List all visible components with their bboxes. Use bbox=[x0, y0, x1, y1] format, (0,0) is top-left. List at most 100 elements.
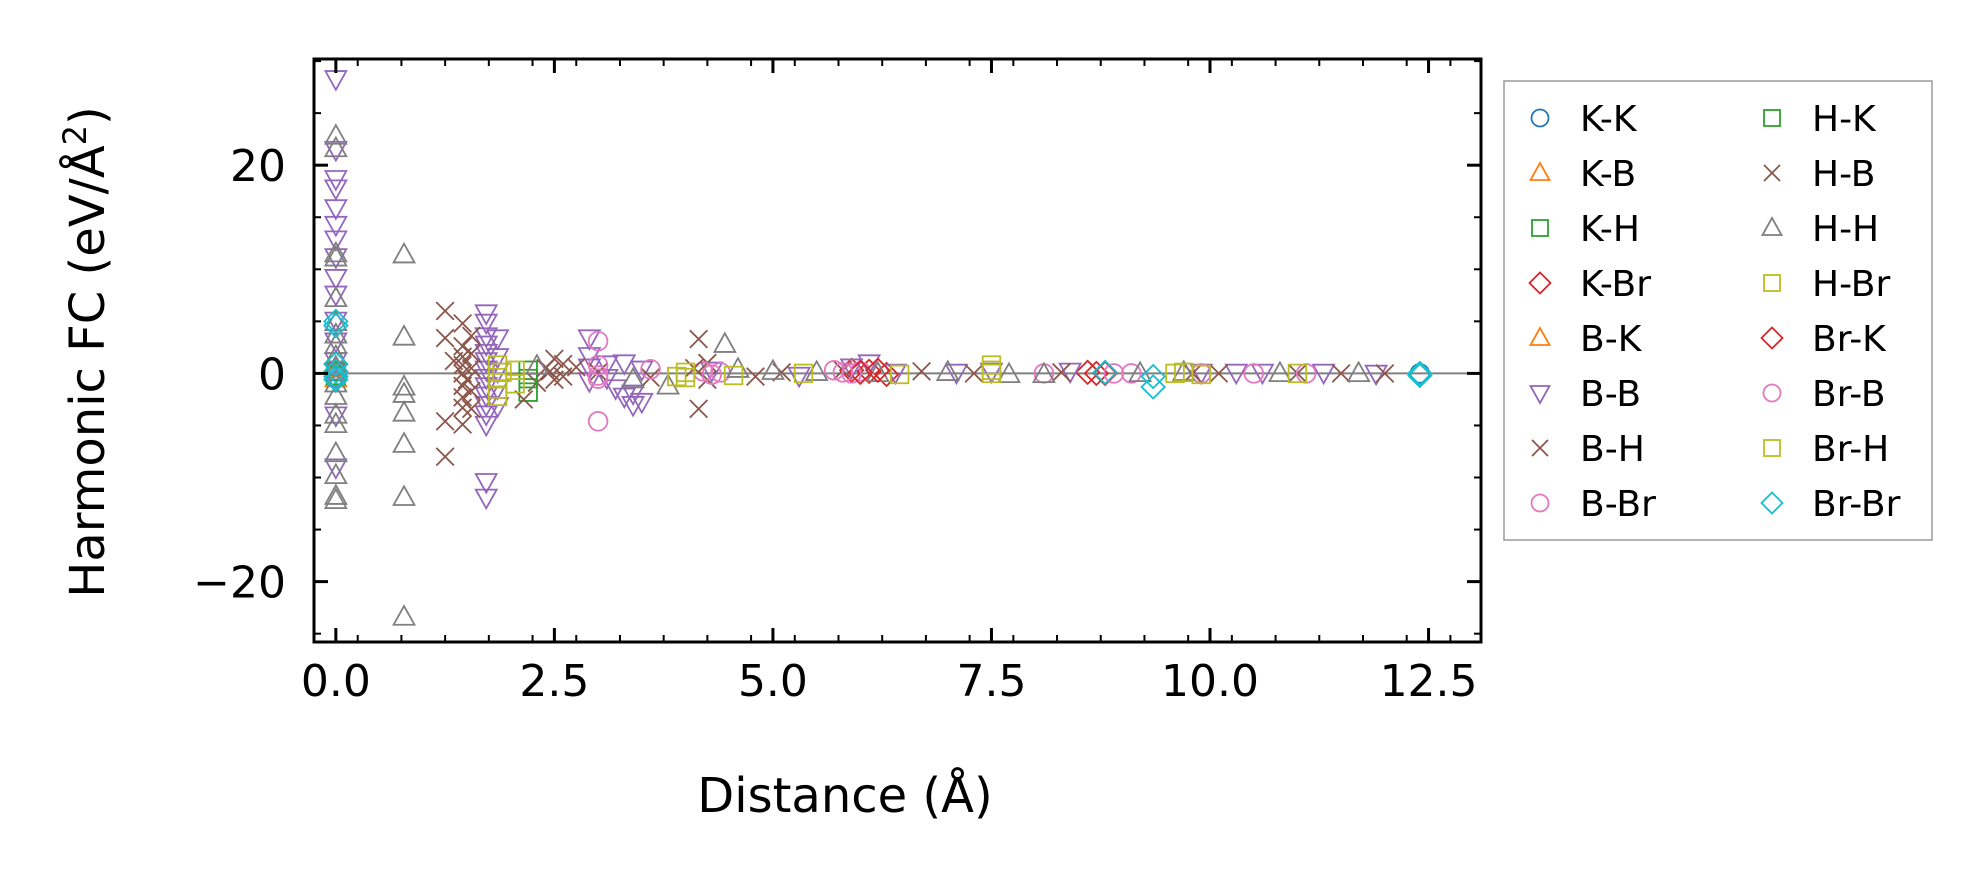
data-point bbox=[461, 381, 481, 401]
legend-item: B-Br bbox=[1530, 484, 1656, 525]
legend-item: B-H bbox=[1531, 429, 1645, 470]
data-point bbox=[435, 328, 455, 348]
legend-marker bbox=[1528, 326, 1552, 346]
data-point bbox=[323, 440, 348, 463]
x-tick-label: 12.5 bbox=[1380, 656, 1478, 707]
legend-item: H-Br bbox=[1763, 264, 1890, 305]
data-point bbox=[1267, 360, 1292, 383]
data-point bbox=[524, 353, 549, 375]
data-point bbox=[474, 368, 499, 391]
data-point bbox=[492, 362, 512, 383]
data-point bbox=[1287, 363, 1308, 384]
data-point bbox=[323, 269, 348, 291]
legend-marker bbox=[1763, 109, 1781, 127]
legend-label: K-Br bbox=[1580, 264, 1651, 305]
series-br-h bbox=[492, 360, 1194, 388]
data-point bbox=[392, 604, 417, 626]
legend-item: H-B bbox=[1763, 154, 1875, 195]
data-point bbox=[323, 462, 348, 485]
data-point bbox=[485, 348, 510, 370]
legend-label: K-B bbox=[1580, 154, 1636, 195]
data-point bbox=[323, 230, 348, 252]
data-point bbox=[839, 358, 864, 381]
data-point bbox=[323, 366, 349, 393]
data-point bbox=[474, 473, 499, 495]
data-point bbox=[323, 411, 348, 434]
data-point bbox=[323, 135, 348, 158]
legend-marker bbox=[1762, 383, 1782, 403]
data-point bbox=[641, 368, 660, 388]
data-point bbox=[1031, 361, 1056, 384]
legend-item: H-K bbox=[1763, 99, 1877, 140]
data-point bbox=[594, 355, 619, 377]
data-point bbox=[838, 357, 865, 384]
data-point bbox=[1406, 360, 1433, 387]
data-point bbox=[1331, 363, 1351, 383]
series-h-br bbox=[487, 355, 1308, 407]
data-point bbox=[587, 368, 609, 389]
data-point bbox=[1243, 363, 1264, 384]
data-point bbox=[323, 483, 348, 505]
data-point bbox=[323, 244, 348, 267]
legend-marker bbox=[1528, 271, 1552, 295]
data-point bbox=[1174, 362, 1194, 383]
plot-frame bbox=[312, 57, 1483, 644]
legend-label: B-K bbox=[1580, 319, 1643, 360]
data-point bbox=[621, 366, 646, 389]
data-point bbox=[323, 240, 348, 263]
data-point bbox=[453, 336, 473, 356]
series-h-h bbox=[323, 123, 1371, 626]
data-point bbox=[979, 362, 1004, 385]
legend-item: B-B bbox=[1528, 374, 1641, 415]
legend-marker bbox=[1531, 219, 1549, 237]
data-point bbox=[944, 363, 969, 386]
legend-item: B-K bbox=[1528, 319, 1643, 360]
data-point bbox=[392, 431, 417, 453]
y-axis-label: Harmonic FC (eV/Å2) bbox=[56, 106, 116, 598]
data-point bbox=[323, 199, 348, 221]
data-point bbox=[323, 285, 348, 308]
data-point bbox=[1346, 360, 1371, 383]
data-point bbox=[453, 313, 473, 333]
legend-marker bbox=[1763, 274, 1781, 292]
data-point bbox=[621, 384, 646, 407]
data-point bbox=[323, 70, 348, 92]
data-point bbox=[392, 484, 417, 506]
data-points bbox=[323, 70, 1433, 626]
data-point bbox=[461, 358, 481, 378]
legend-item: K-K bbox=[1530, 99, 1638, 140]
data-point bbox=[461, 399, 481, 419]
data-point bbox=[1375, 363, 1395, 383]
data-point bbox=[856, 358, 882, 385]
data-point bbox=[865, 357, 891, 384]
data-point bbox=[505, 374, 525, 394]
data-point bbox=[474, 313, 499, 336]
legend-item: K-B bbox=[1528, 154, 1636, 195]
data-point bbox=[1209, 363, 1229, 383]
data-point bbox=[474, 488, 499, 511]
series-b-k bbox=[323, 356, 348, 378]
legend-marker bbox=[1760, 491, 1784, 515]
data-point bbox=[474, 335, 499, 358]
data-point bbox=[889, 364, 910, 385]
legend-item: Br-B bbox=[1762, 374, 1886, 415]
data-point bbox=[435, 447, 455, 467]
x-tick-label: 10.0 bbox=[1161, 656, 1259, 707]
data-point bbox=[392, 381, 417, 403]
legend-label: Br-K bbox=[1812, 319, 1887, 360]
data-point bbox=[323, 308, 349, 335]
data-point bbox=[392, 241, 417, 264]
data-point bbox=[323, 248, 348, 270]
legend-marker bbox=[1530, 493, 1550, 513]
data-point bbox=[1051, 362, 1071, 382]
data-point bbox=[804, 359, 829, 381]
data-point bbox=[435, 411, 455, 431]
data-point bbox=[474, 415, 499, 438]
data-point bbox=[323, 363, 349, 390]
data-point bbox=[981, 360, 1002, 380]
data-point bbox=[701, 364, 722, 385]
x-tick-label: 5.0 bbox=[738, 656, 808, 707]
data-point bbox=[487, 386, 508, 407]
data-point bbox=[444, 351, 464, 371]
legend-item: Br-H bbox=[1763, 429, 1889, 470]
